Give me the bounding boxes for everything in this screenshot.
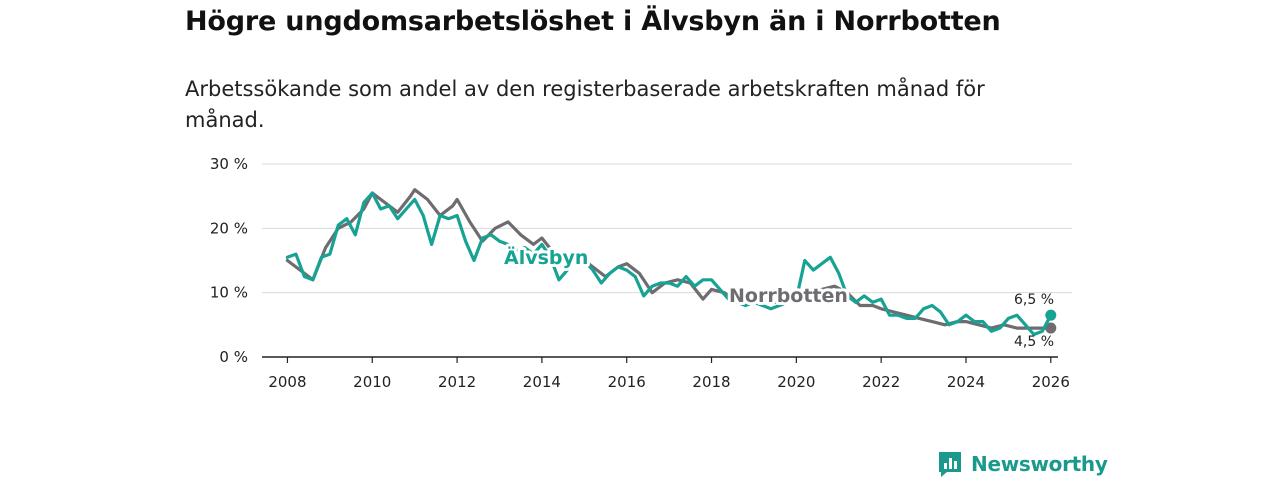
axis-layer: 0 % 10 % 20 % 30 % 2008 2010 2012 2014 2016 2018 2… xyxy=(210,155,1070,391)
end-label-norrbotten: 4,5 % xyxy=(1014,334,1054,350)
brand-name: Newsworthy xyxy=(971,452,1108,476)
grid-layer xyxy=(262,163,1072,294)
end-marker-alvsbyn xyxy=(1045,309,1057,321)
series-line-alvsbyn xyxy=(285,191,1053,337)
x-tick-label: 2026 xyxy=(1032,373,1070,391)
series-layer xyxy=(285,188,1057,337)
x-tick-label: 2016 xyxy=(608,373,646,391)
x-tick-label: 2022 xyxy=(862,373,900,391)
y-tick-label: 10 % xyxy=(210,284,248,302)
y-tick-label: 30 % xyxy=(210,155,248,173)
brand-logo: Newsworthy xyxy=(937,449,1108,479)
x-tick-label: 2008 xyxy=(268,373,306,391)
end-label-alvsbyn: 6,5 % xyxy=(1014,292,1054,308)
y-tick-label: 20 % xyxy=(210,219,248,237)
end-marker-norrbotten xyxy=(1045,322,1057,334)
x-tick-label: 2018 xyxy=(692,373,730,391)
x-tick-label: 2012 xyxy=(438,373,476,391)
newsworthy-logo-icon xyxy=(939,452,961,477)
x-tick-label: 2010 xyxy=(353,373,391,391)
x-tick-label: 2020 xyxy=(777,373,815,391)
series-label-norrbotten: Norrbotten xyxy=(729,285,848,307)
x-tick-label: 2014 xyxy=(523,373,561,391)
y-tick-label: 0 % xyxy=(219,348,248,366)
x-tick-label: 2024 xyxy=(947,373,985,391)
chart-subtitle: Arbetssökande som andel av den registerb… xyxy=(185,77,985,132)
chart-title: Högre ungdomsarbetslöshet i Älvsbyn än i… xyxy=(185,6,1001,37)
label-layer: Älvsbyn Norrbotten 6,5 % 4,5 % xyxy=(501,242,1054,350)
series-label-alvsbyn: Älvsbyn xyxy=(504,245,588,269)
